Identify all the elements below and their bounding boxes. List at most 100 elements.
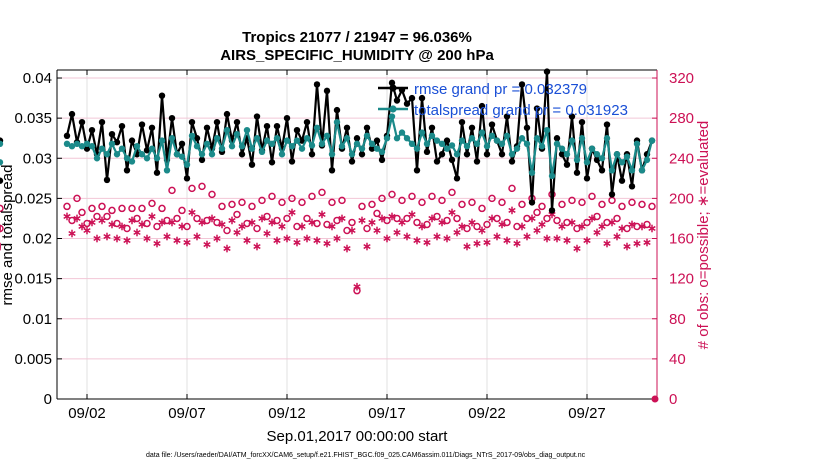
totalspread-point [128, 158, 136, 165]
rmse-point [468, 124, 476, 131]
possible-obs-marker [488, 194, 496, 203]
totalspread-point [603, 135, 611, 142]
evaluated-obs-marker [578, 222, 586, 231]
totalspread-point [93, 155, 101, 162]
evaluated-obs-marker [458, 222, 466, 231]
rmse-point [418, 94, 426, 102]
totalspread-point [233, 130, 241, 138]
x-axis-label: Sep.01,2017 00:00:00 start [267, 428, 449, 445]
totalspread-point [508, 151, 516, 158]
totalspread-point [473, 140, 481, 148]
evaluated-obs-marker [588, 214, 596, 223]
totalspread-point [133, 143, 141, 150]
y-axis-label: rmse and totalspread [0, 165, 16, 306]
totalspread-point [88, 143, 96, 150]
evaluated-obs-marker [193, 232, 201, 241]
evaluated-obs-marker [253, 242, 261, 251]
totalspread-point [503, 132, 511, 139]
rmse-point [403, 100, 411, 107]
totalspread-point [228, 143, 236, 150]
possible-obs-marker [268, 192, 276, 201]
possible-obs-marker [413, 218, 421, 227]
possible-obs-marker [343, 226, 351, 235]
evaluated-obs-marker [288, 208, 296, 217]
possible-obs-marker [128, 204, 136, 213]
rmse-point [548, 207, 556, 214]
possible-obs-marker [218, 202, 226, 211]
possible-obs-marker [153, 222, 161, 231]
rmse-point [523, 124, 531, 131]
possible-obs-marker [0, 204, 4, 213]
possible-obs-marker [288, 194, 296, 203]
totalspread-point [553, 140, 561, 148]
rmse-point [103, 176, 111, 184]
y-right-tick-label: 320 [669, 70, 694, 87]
evaluated-obs-marker [88, 218, 96, 227]
possible-obs-marker [563, 218, 571, 227]
evaluated-obs-marker [563, 236, 571, 245]
totalspread-point [468, 135, 476, 142]
evaluated-obs-marker [603, 239, 611, 248]
possible-obs-marker [253, 224, 261, 233]
evaluated-obs-marker [298, 222, 306, 231]
rmse-point [478, 102, 486, 110]
evaluated-obs-marker [188, 208, 196, 217]
possible-obs-marker [73, 194, 81, 203]
possible-obs-marker [93, 212, 101, 221]
totalspread-point [103, 151, 111, 158]
totalspread-point [638, 167, 646, 174]
possible-obs-marker [148, 199, 156, 208]
rmse-point [353, 135, 361, 142]
rmse-point [528, 199, 536, 206]
evaluated-obs-marker [203, 240, 211, 249]
possible-obs-marker [283, 214, 291, 223]
totalspread-point [608, 167, 616, 174]
evaluated-obs-marker [238, 222, 246, 231]
totalspread-point [593, 151, 601, 158]
rmse-point [593, 156, 601, 164]
rmse-point [68, 110, 76, 118]
possible-obs-marker [578, 198, 586, 207]
rmse-point [198, 156, 206, 164]
rmse-point [118, 122, 126, 130]
evaluated-obs-marker [468, 218, 476, 227]
evaluated-obs-marker [173, 236, 181, 245]
evaluated-obs-marker [308, 218, 316, 227]
evaluated-obs-marker [623, 242, 631, 251]
evaluated-obs-marker [413, 236, 421, 245]
evaluated-obs-marker [118, 222, 126, 231]
rmse-point [373, 137, 381, 144]
evaluated-obs-marker [143, 234, 151, 243]
x-tick-label: 09/17 [368, 405, 406, 422]
totalspread-point [428, 132, 436, 139]
totalspread-point [83, 140, 91, 148]
possible-obs-marker [533, 208, 541, 217]
x-tick-label: 09/22 [468, 405, 506, 422]
legend-totalspread-marker [389, 105, 397, 113]
rmse-point [213, 118, 221, 126]
rmse-point [458, 118, 466, 126]
totalspread-line [66, 115, 654, 178]
possible-obs-marker [518, 200, 526, 209]
rmse-point [568, 113, 576, 120]
evaluated-obs-marker [433, 232, 441, 241]
totalspread-point [153, 155, 161, 162]
possible-obs-marker [603, 218, 611, 227]
evaluated-obs-marker [573, 244, 581, 253]
y-right-tick-label: 80 [669, 311, 686, 328]
rmse-point [508, 158, 516, 165]
totalspread-point [318, 140, 326, 148]
evaluated-obs-marker [408, 210, 416, 219]
totalspread-point [293, 137, 301, 144]
evaluated-obs-marker [598, 222, 606, 231]
rmse-point [483, 151, 491, 158]
totalspread-point [588, 145, 596, 152]
totalspread-point [278, 151, 286, 158]
possible-obs-marker [98, 202, 106, 211]
rmse-point [138, 121, 146, 128]
evaluated-obs-marker [268, 218, 276, 227]
totalspread-point [288, 143, 296, 150]
rmse-point [293, 126, 301, 134]
rmse-point [158, 92, 166, 99]
evaluated-obs-marker [248, 218, 256, 227]
